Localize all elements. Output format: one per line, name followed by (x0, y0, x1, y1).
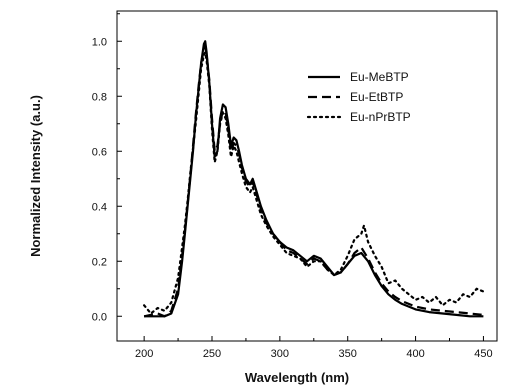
x-tick-label: 400 (406, 348, 424, 360)
plot-frame (116, 10, 498, 342)
y-tick-label: 0.8 (92, 91, 107, 103)
x-tick-label: 200 (135, 348, 153, 360)
y-tick-label: 1.0 (92, 36, 107, 48)
series-line-eu-mebtp (144, 40, 484, 318)
series-line-eu-nprbtp (143, 51, 485, 315)
y-tick-label: 0.4 (92, 201, 107, 213)
x-tick-label: 300 (271, 348, 289, 360)
y-tick-label: 0.2 (92, 256, 107, 268)
legend-label: Eu-nPrBTP (350, 110, 411, 124)
legend-label: Eu-MeBTP (350, 70, 409, 84)
y-tick-label: 0.0 (92, 311, 107, 323)
y-axis-title: Normalized Intensity (a.u.) (28, 95, 43, 257)
x-tick-label: 250 (203, 348, 221, 360)
x-axis-title: Wavelength (nm) (245, 370, 349, 385)
legend-label: Eu-EtBTP (350, 90, 403, 104)
series-line-eu-etbtp (143, 45, 484, 318)
x-tick-label: 350 (339, 348, 357, 360)
x-tick-label: 450 (474, 348, 492, 360)
y-tick-label: 0.6 (92, 146, 107, 158)
